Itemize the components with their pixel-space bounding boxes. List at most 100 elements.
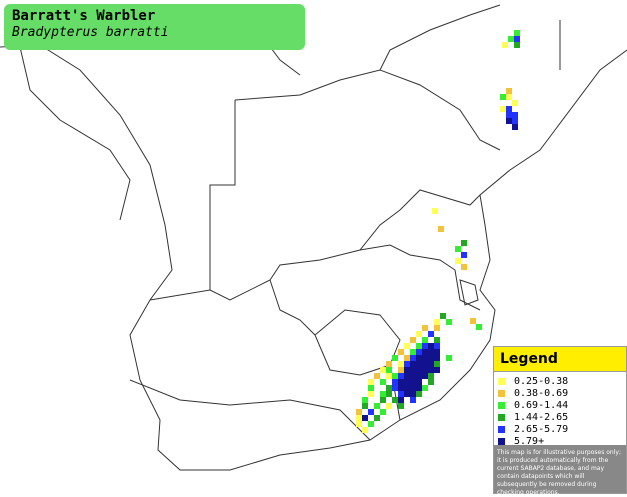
- grid-cell: [502, 42, 508, 48]
- grid-cell: [446, 319, 452, 325]
- grid-cell: [368, 409, 374, 415]
- grid-cell: [428, 343, 434, 349]
- grid-cell: [404, 343, 410, 349]
- legend-item: 5.79+: [494, 436, 626, 448]
- grid-cell: [410, 361, 416, 367]
- disclaimer: This map is for illustrative purposes on…: [494, 445, 626, 496]
- grid-cell: [428, 331, 434, 337]
- grid-cell: [380, 397, 386, 403]
- grid-cell: [362, 427, 368, 433]
- legend-swatch: [498, 390, 505, 397]
- grid-cell: [386, 385, 392, 391]
- grid-cell: [428, 373, 434, 379]
- grid-cell: [434, 349, 440, 355]
- grid-cell: [410, 349, 416, 355]
- legend-item: 0.38-0.69: [494, 388, 626, 400]
- grid-cell: [416, 373, 422, 379]
- legend-label: 0.38-0.69: [514, 388, 569, 399]
- grid-cell: [416, 367, 422, 373]
- grid-cell: [410, 373, 416, 379]
- grid-cell: [398, 379, 404, 385]
- grid-cell: [422, 373, 428, 379]
- grid-cell: [422, 361, 428, 367]
- grid-cell: [476, 324, 482, 330]
- legend-title: Legend: [494, 347, 626, 372]
- legend-label: 0.25-0.38: [514, 376, 569, 387]
- legend-item: 1.44-2.65: [494, 412, 626, 424]
- grid-cell: [380, 379, 386, 385]
- grid-cell: [398, 397, 404, 403]
- grid-cell: [398, 361, 404, 367]
- grid-cell: [416, 361, 422, 367]
- grid-cell: [434, 319, 440, 325]
- grid-cell: [398, 367, 404, 373]
- legend: Legend 0.25-0.38 0.38-0.69 0.69-1.44 1.44-2…: [493, 346, 627, 496]
- grid-cell: [428, 349, 434, 355]
- title-box: Barratt's Warbler Bradypterus barratti: [4, 4, 305, 50]
- grid-cell: [392, 379, 398, 385]
- legend-label: 2.65-5.79: [514, 424, 569, 435]
- border: [314, 309, 401, 376]
- grid-cell: [416, 385, 422, 391]
- border: [149, 189, 481, 301]
- grid-cell: [434, 361, 440, 367]
- grid-cell: [422, 325, 428, 331]
- grid-cell: [512, 100, 518, 106]
- grid-cell: [416, 343, 422, 349]
- legend-label: 0.69-1.44: [514, 400, 569, 411]
- grid-cell: [416, 391, 422, 397]
- border: [459, 279, 479, 306]
- grid-cell: [428, 367, 434, 373]
- grid-cell: [404, 355, 410, 361]
- grid-cell: [356, 421, 362, 427]
- legend-items: 0.25-0.38 0.38-0.69 0.69-1.44 1.44-2.65 2.65…: [494, 372, 626, 448]
- grid-cell: [392, 385, 398, 391]
- grid-cell: [422, 385, 428, 391]
- border: [19, 46, 131, 221]
- grid-cell: [455, 246, 461, 252]
- grid-cell: [434, 337, 440, 343]
- grid-cell: [374, 415, 380, 421]
- grid-cell: [506, 118, 512, 124]
- grid-cell: [404, 367, 410, 373]
- grid-cell: [416, 379, 422, 385]
- grid-cell: [398, 391, 404, 397]
- grid-cell: [428, 379, 434, 385]
- grid-cell: [410, 379, 416, 385]
- grid-cell: [434, 355, 440, 361]
- grid-cell: [368, 379, 374, 385]
- border: [359, 244, 481, 311]
- grid-cell: [506, 94, 512, 100]
- grid-cell: [410, 397, 416, 403]
- grid-cell: [512, 112, 518, 118]
- grid-cell: [416, 355, 422, 361]
- grid-cell: [506, 106, 512, 112]
- grid-cell: [374, 373, 380, 379]
- grid-cell: [362, 397, 368, 403]
- grid-cell: [368, 385, 374, 391]
- grid-cell: [374, 403, 380, 409]
- grid-cell: [422, 355, 428, 361]
- grid-cell: [398, 385, 404, 391]
- grid-cell: [398, 403, 404, 409]
- grid-cell: [428, 361, 434, 367]
- subtitle: Bradypterus barratti: [12, 25, 169, 40]
- grid-cell: [386, 367, 392, 373]
- grid-cell: [514, 30, 520, 36]
- grid-cell: [392, 373, 398, 379]
- grid-cell: [438, 226, 444, 232]
- legend-swatch: [498, 378, 505, 385]
- legend-item: 2.65-5.79: [494, 424, 626, 436]
- grid-cell: [410, 355, 416, 361]
- grid-cell: [356, 415, 362, 421]
- border: [129, 379, 371, 441]
- grid-cell: [470, 318, 476, 324]
- grid-cell: [500, 94, 506, 100]
- legend-item: 0.25-0.38: [494, 376, 626, 388]
- grid-cell: [356, 409, 362, 415]
- grid-cell: [514, 42, 520, 48]
- legend-swatch: [498, 402, 505, 409]
- grid-cell: [404, 361, 410, 367]
